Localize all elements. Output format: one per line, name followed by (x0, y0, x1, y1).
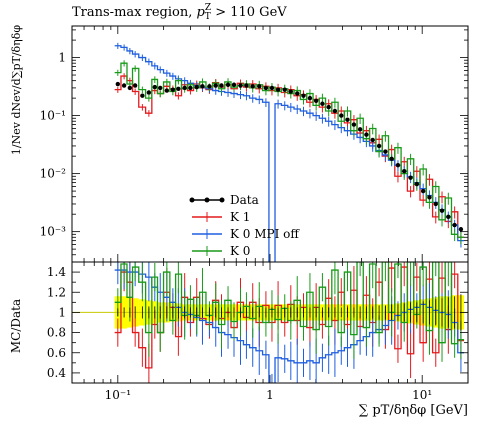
data-point (389, 156, 394, 162)
data-point (182, 85, 187, 91)
data-point (446, 214, 451, 220)
data-point (414, 181, 420, 187)
x-axis-label: ∑ pT/δηδφ [GeV] (359, 403, 468, 418)
data-point (364, 132, 369, 137)
chart-title-sub: T (205, 12, 211, 22)
y-tick-label: 1 (58, 51, 66, 65)
main-series-group (114, 42, 465, 262)
data-point (332, 108, 338, 114)
data-point (207, 84, 212, 89)
chart-title-sup: Z (205, 3, 211, 13)
ratio-y-tick-label: 0.8 (47, 326, 66, 340)
legend-label-k-0-mpi-off: K 0 MPI off (230, 227, 300, 241)
ratio-panel: 10⁻¹ 1 10¹ 0.4 0.6 0.8 1 1.2 1.4 (47, 261, 469, 402)
data-point (420, 188, 426, 194)
data-point (140, 93, 145, 98)
data-point (351, 122, 357, 127)
y-tick-label: 10⁻¹ (40, 109, 66, 123)
data-point (427, 195, 432, 200)
data-point (257, 84, 262, 89)
data-point (225, 82, 231, 87)
data-point (263, 85, 269, 91)
series-line-k-1 (114, 75, 465, 238)
data-point (307, 95, 313, 101)
data-point (213, 83, 218, 88)
data-point (275, 87, 281, 92)
y-axis-label-main: 1/Nev dNev/d∑pT/δηδφ (10, 25, 23, 155)
data-point (158, 85, 163, 91)
data-point (200, 84, 205, 89)
ratio-y-tick-label: 1.4 (47, 265, 66, 279)
ratio-y-tick-label: 0.6 (47, 346, 66, 360)
data-point (326, 104, 331, 110)
x-tick-label: 1 (266, 388, 274, 402)
data-point (288, 89, 294, 94)
data-point (121, 83, 127, 88)
legend-label-k-1: K 1 (230, 210, 250, 224)
data-point (370, 137, 375, 143)
data-point (357, 127, 363, 132)
data-point (313, 98, 319, 103)
data-point (132, 83, 138, 88)
ratio-y-tick-label: 0.4 (47, 366, 66, 380)
chart-title-text: Trans-max region, (72, 5, 196, 20)
data-point (383, 149, 388, 154)
data-point (250, 84, 255, 89)
legend-label-k-0: K 0 (230, 244, 250, 258)
data-point (219, 83, 224, 88)
chart-title: Trans-max region, pTZ > 110 GeV (72, 3, 287, 22)
data-point (439, 208, 445, 213)
chart-title-cut: > 110 GeV (211, 5, 287, 20)
data-point (146, 90, 152, 95)
data-point (164, 88, 170, 93)
data-point (231, 82, 237, 87)
data-point (376, 143, 382, 149)
y-axis-label-ratio: MC/Data (9, 299, 23, 353)
data-point (176, 86, 181, 91)
data-point (282, 87, 287, 92)
data-point (127, 85, 133, 91)
data-point (339, 113, 344, 118)
data-point (269, 85, 275, 91)
data-point (345, 117, 350, 122)
data-point (244, 83, 249, 88)
x-tick-label: 10¹ (412, 388, 432, 402)
main-panel: 1 10⁻¹ 10⁻² 10⁻³ (40, 25, 469, 383)
legend-marker-data (204, 197, 210, 203)
data-point (433, 201, 438, 207)
data-point (170, 87, 176, 92)
data-point (115, 81, 121, 87)
data-point (152, 84, 158, 90)
data-point (458, 227, 464, 232)
data-point (320, 101, 325, 106)
ratio-series-group (114, 262, 465, 383)
data-point (395, 162, 401, 168)
data-point (188, 85, 193, 91)
data-point (301, 93, 306, 98)
x-tick-label: 10⁻¹ (105, 388, 131, 402)
data-point (452, 222, 457, 228)
data-point (408, 175, 413, 180)
data-point (402, 169, 407, 174)
y-tick-label: 10⁻³ (40, 225, 67, 239)
data-point (238, 83, 243, 88)
legend-marker-data (189, 197, 195, 203)
ratio-y-tick-label: 1.2 (47, 285, 66, 299)
chart-title-var: p (196, 5, 205, 20)
legend-marker-data (219, 197, 225, 203)
legend-label-data: Data (230, 193, 259, 207)
data-point (295, 91, 300, 96)
data-point (194, 84, 199, 90)
y-tick-label: 10⁻² (40, 167, 67, 181)
legend: Data K 1 K 0 MPI off K 0 (189, 193, 300, 258)
ratio-y-tick-label: 1 (58, 305, 66, 319)
